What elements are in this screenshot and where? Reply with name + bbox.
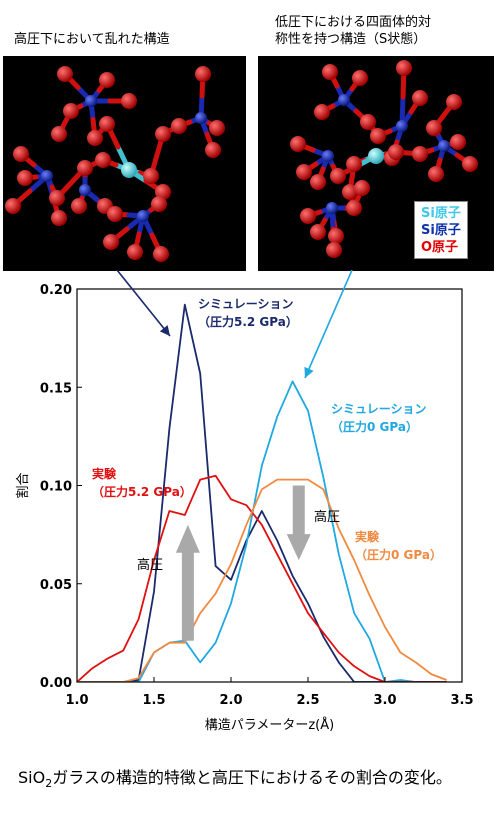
y-tick-label: 0.10 — [40, 480, 72, 495]
left-molecule-render — [5, 66, 225, 262]
caption-prefix: SiO — [18, 768, 46, 787]
right-molecule-render — [290, 60, 478, 258]
y-tick-label: 0.15 — [40, 381, 72, 396]
y-tick-label: 0.00 — [40, 676, 72, 691]
x-tick-label: 2.0 — [219, 693, 242, 708]
figure-caption: SiO2ガラスの構造的特徴と高圧下におけるその割合の変化。 — [18, 766, 488, 796]
caption-text: ガラスの構造的特徴と高圧下におけるその割合の変化。 — [52, 768, 452, 787]
annotation-exp-high-line: 実験 — [92, 466, 117, 481]
left-panel-title: 高圧下において乱れた構造 — [14, 32, 170, 47]
annotation-exp-high-line: （圧力5.2 GPa） — [92, 484, 192, 499]
annotation-sim-high-line: シミュレーション — [198, 297, 294, 311]
atom-legend: Si原子 Si原子 O原子 — [414, 201, 468, 259]
series-exp-low-pressure — [77, 478, 447, 682]
pointer-arrow-high — [116, 270, 171, 337]
annotation-sim-low-line: （圧力0 GPa） — [331, 419, 418, 434]
series-exp-high-pressure — [77, 474, 447, 682]
arrow-up-label: 高圧 — [137, 557, 163, 573]
caption-subscript: 2 — [45, 777, 53, 791]
pressure-down-arrow — [286, 485, 311, 561]
x-tick-label: 2.5 — [296, 693, 319, 708]
arrow-down-label: 高圧 — [314, 509, 340, 525]
y-axis-label: 割合 — [15, 472, 31, 498]
x-tick-label: 1.5 — [142, 693, 165, 708]
x-tick-label: 1.0 — [65, 693, 88, 708]
distribution-chart: 1.0 1.5 2.0 2.5 3.0 3.5 0.00 0.05 0.10 0.15 0.20 構造… — [15, 270, 474, 733]
x-axis-label: 構造パラメーターz(Å) — [205, 717, 334, 733]
annotation-sim-high-line: （圧力5.2 GPa） — [198, 314, 298, 329]
legend-o-red: O原子 — [421, 240, 459, 255]
legend-si-blue: Si原子 — [421, 223, 461, 238]
pressure-up-arrow — [175, 524, 200, 641]
legend-si-cyan: Si原子 — [421, 206, 461, 221]
pointer-arrow-low — [304, 270, 353, 379]
y-tick-label: 0.05 — [40, 578, 72, 593]
x-tick-label: 3.0 — [373, 693, 396, 708]
x-tick-label: 3.5 — [450, 693, 473, 708]
y-tick-label: 0.20 — [40, 283, 72, 298]
annotation-exp-low-line: （圧力0 GPa） — [355, 547, 442, 562]
annotation-sim-low-line: シミュレーション — [331, 402, 427, 416]
series-sim-low-pressure — [77, 380, 447, 682]
left-molecule-image — [3, 56, 246, 271]
right-panel-title: 低圧下における四面体的対 称性を持つ構造（S状態） — [275, 15, 432, 47]
annotation-exp-low-line: 実験 — [355, 529, 380, 544]
series-sim-high-pressure — [77, 303, 447, 682]
